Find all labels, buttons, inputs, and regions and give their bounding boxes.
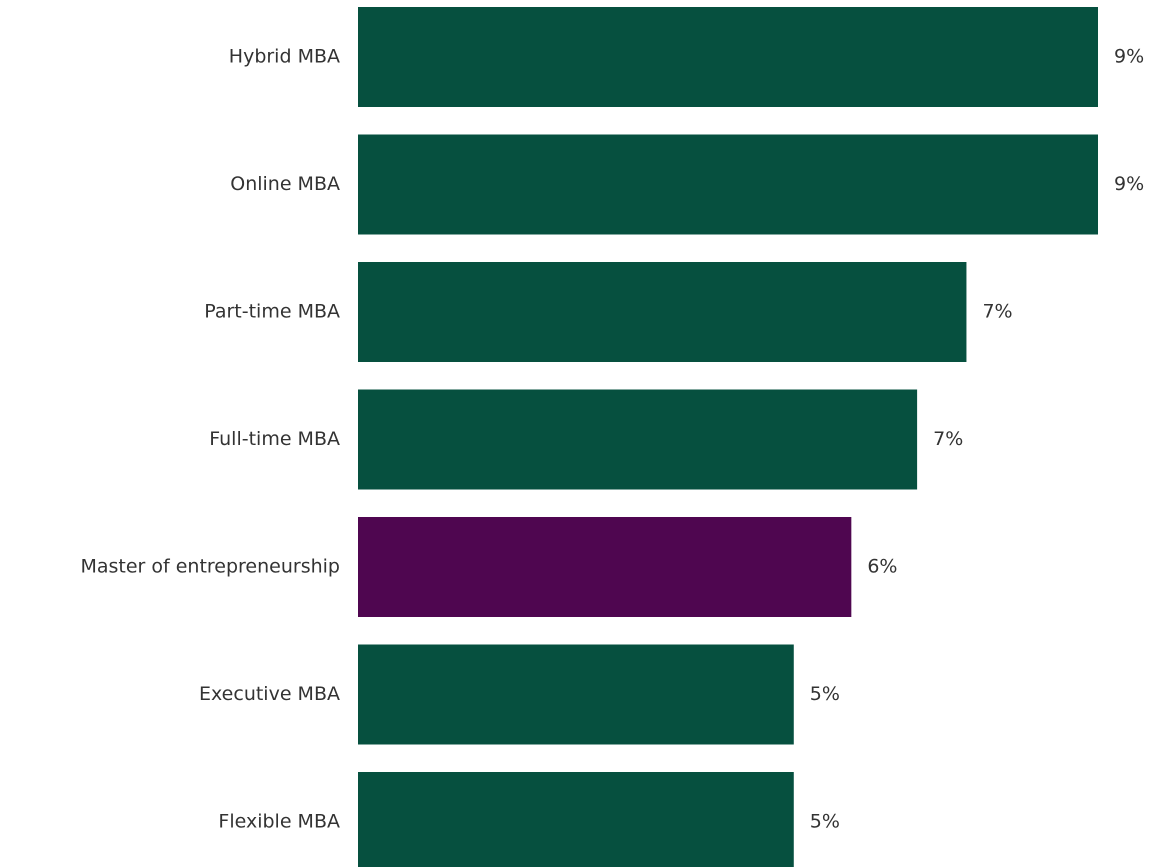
value-label: 7% [933, 428, 963, 450]
bar [358, 134, 1098, 235]
bar [358, 517, 852, 617]
value-label: 7% [982, 301, 1012, 323]
value-label: 5% [810, 811, 840, 833]
value-label: 5% [810, 683, 840, 705]
bar [358, 772, 794, 867]
category-label: Master of entrepreneurship [80, 556, 340, 578]
category-label: Flexible MBA [218, 811, 340, 833]
category-label: Hybrid MBA [229, 46, 340, 68]
bar [358, 644, 794, 745]
bar [358, 7, 1098, 107]
bar [358, 262, 967, 362]
value-label: 9% [1114, 46, 1144, 68]
category-label: Part-time MBA [204, 301, 340, 323]
category-label: Executive MBA [199, 683, 340, 705]
bar [358, 389, 918, 490]
value-label: 6% [867, 556, 897, 578]
value-label: 9% [1114, 173, 1144, 195]
category-label: Full-time MBA [209, 428, 340, 450]
category-label: Online MBA [230, 173, 340, 195]
